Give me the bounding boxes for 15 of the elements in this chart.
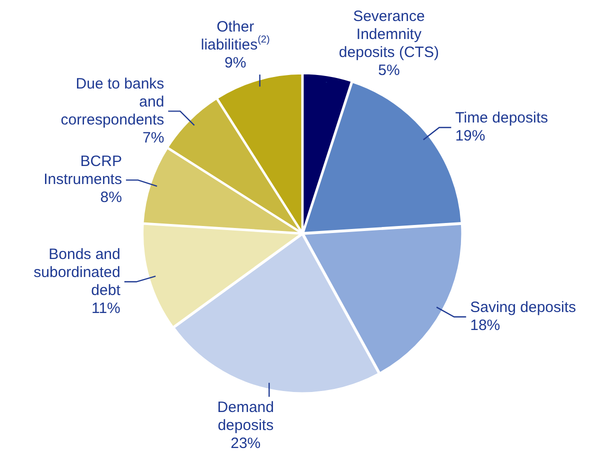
data-label: 5% xyxy=(378,62,400,80)
data-label: 7% xyxy=(142,129,164,146)
slice-label: Saving deposits xyxy=(470,298,576,316)
data-label: 9% xyxy=(224,54,246,72)
slice-label: Time deposits xyxy=(455,110,548,127)
slice-label: Due to banks and correspondents xyxy=(60,75,164,128)
slice-label: BCRP Instruments xyxy=(44,153,122,188)
data-label: 11% xyxy=(91,300,120,317)
data-label: 8% xyxy=(100,189,122,206)
data-label: 18% xyxy=(470,316,500,334)
slice-label: Bonds and subordinated debt xyxy=(34,246,122,299)
slice-label: Demand deposits xyxy=(217,398,274,434)
slice-label: Severance Indemnity deposits (CTS) xyxy=(338,8,439,62)
data-label: 19% xyxy=(455,128,486,145)
data-label: 23% xyxy=(230,434,261,452)
